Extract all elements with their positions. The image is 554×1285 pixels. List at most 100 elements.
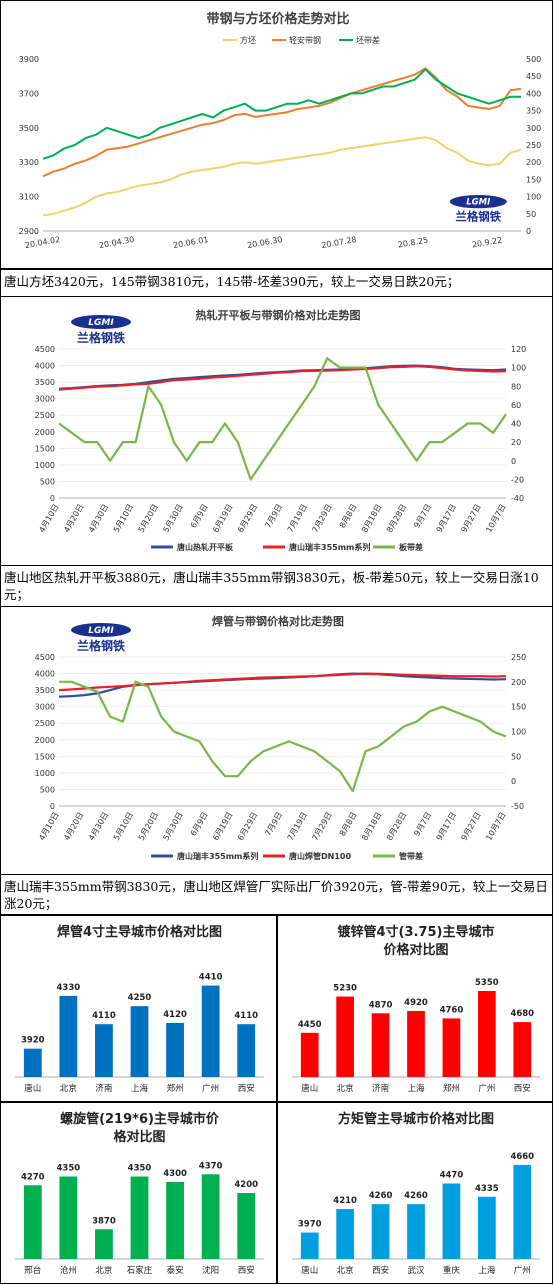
x-tick: 10月7日	[484, 503, 507, 535]
bar-category-label: 唐山	[301, 1083, 318, 1094]
bar-value-label: 5350	[475, 978, 499, 988]
y-right-tick: 100	[526, 193, 541, 202]
chart-svg-3: 焊管与带钢价格对比走势图0500100015002000250030003500…	[35, 614, 527, 861]
x-tick: 9月7日	[412, 811, 433, 838]
bar-category-label: 广州	[514, 1265, 531, 1276]
bar-title-line-1: 螺旋管(219*6)主导城市价	[60, 1111, 220, 1127]
bar-value-label: 4250	[128, 993, 152, 1003]
bar-category-label: 唐山	[301, 1265, 318, 1276]
y-left-tick: 4500	[35, 653, 55, 662]
bar-category-label: 唐山	[24, 1083, 41, 1094]
y-left-tick: 1000	[35, 461, 55, 470]
bar-value-label: 4660	[510, 1152, 534, 1162]
bar-category-label: 上海	[131, 1083, 149, 1094]
bar-value-label: 4410	[199, 973, 223, 983]
x-tick: 4月30日	[87, 503, 110, 535]
x-tick: 6月9日	[189, 811, 210, 838]
bar-value-label: 4370	[199, 1161, 223, 1171]
x-tick: 8月28日	[385, 811, 408, 843]
legend-label-3: 板带差	[399, 542, 423, 552]
bar-category-label: 西安	[514, 1083, 531, 1094]
y-left-tick: 4000	[35, 362, 55, 371]
x-tick: 7月19日	[286, 811, 309, 843]
bar	[59, 995, 78, 1077]
bar-category-label: 重庆	[443, 1265, 461, 1276]
bar-value-label: 4350	[128, 1164, 152, 1174]
x-tick: 4月30日	[87, 811, 110, 843]
bar-value-label: 4335	[475, 1184, 499, 1194]
bar-title-line-2: 价格对比图	[383, 942, 448, 958]
y-left-tick: 3900	[19, 55, 39, 64]
legend-label-2: 唐山焊管DN100	[289, 851, 351, 861]
x-tick: 4月10日	[37, 811, 60, 843]
x-tick: 6月19日	[211, 503, 234, 535]
y-right-tick: 400	[526, 89, 541, 98]
bar	[59, 1176, 78, 1259]
x-tick: 20.04.30	[98, 235, 135, 250]
bar-value-label: 3870	[92, 1216, 116, 1226]
bar-value-label: 4110	[92, 1011, 116, 1021]
y-left-tick: 2500	[35, 411, 55, 420]
x-tick: 7月19日	[286, 503, 309, 535]
series-line-3	[59, 680, 507, 793]
bar	[237, 1193, 256, 1259]
bar-panel-1: 焊管4寸主导城市价格对比图 3920 唐山 4330 北京 4110 济南 4250 上海 412…	[0, 915, 277, 1102]
y-left-tick: 3000	[35, 395, 55, 404]
x-tick: 9月27日	[459, 811, 482, 843]
bar-category-label: 北京	[337, 1083, 354, 1094]
x-tick: 7月9日	[263, 503, 284, 530]
bar-value-label: 4270	[21, 1172, 45, 1182]
bar	[407, 1204, 425, 1259]
logo-text: 兰格钢铁	[77, 330, 125, 345]
y-right-tick: 500	[526, 55, 541, 64]
x-tick: 9月7日	[412, 503, 433, 530]
bar-category-label: 西安	[372, 1265, 389, 1276]
y-right-tick: 300	[526, 124, 541, 133]
bar-value-label: 4680	[510, 1009, 534, 1019]
x-tick: 6月9日	[189, 503, 210, 530]
x-tick: 20.07.28	[321, 235, 358, 250]
caption-text-1: 唐山方坯3420元，145带钢3810元，145带-坯差390元，较上一交易日跌…	[4, 274, 460, 289]
bar	[478, 990, 496, 1077]
y-right-tick: 350	[526, 107, 541, 116]
bar-value-label: 4120	[163, 1010, 187, 1020]
logo-badge	[449, 195, 507, 209]
bar-title-line-1: 镀锌管4寸(3.75)主导城市	[337, 924, 494, 940]
bar	[166, 1022, 184, 1077]
bar	[130, 1176, 149, 1259]
bar	[513, 1022, 532, 1077]
chart-svg-1: 带钢与方坯价格走势对比 2900 3100 3300 3500 3700 3900 0 50 10…	[19, 11, 542, 250]
bar-value-label: 4300	[163, 1169, 187, 1179]
chart-title: 焊管与带钢价格对比走势图	[212, 614, 344, 628]
bar	[371, 1204, 390, 1259]
bar	[23, 1185, 42, 1259]
series-line-3	[42, 68, 521, 160]
bar-category-label: 西安	[238, 1083, 255, 1094]
bar-category-label: 济南	[95, 1083, 112, 1094]
chart-panel-2: 热轧开平板与带钢价格对比走势图 0 500 1000 1500 2000 2500 3000 3…	[0, 296, 553, 566]
x-tick: 5月30日	[161, 811, 184, 843]
x-tick: 20.06.30	[247, 235, 284, 250]
bar-category-label: 北京	[337, 1265, 354, 1276]
y-left-tick: 0	[50, 494, 55, 503]
y-right-tick: 60	[511, 401, 521, 410]
bar-value-label: 5230	[333, 984, 357, 994]
y-right-tick: 120	[511, 345, 526, 354]
bar-panel-2: 镀锌管4寸(3.75)主导城市 价格对比图 4450 唐山 5230 北京 4870 济南 49…	[277, 915, 553, 1102]
logo-badge-text: LGMI	[466, 198, 490, 208]
bar-category-label: 济南	[372, 1083, 389, 1094]
bar	[237, 1024, 256, 1077]
x-tick: 5月10日	[112, 503, 135, 535]
bar-value-label: 4260	[404, 1191, 428, 1201]
bar-category-label: 邢台	[24, 1265, 41, 1276]
logo: LGMI 兰格钢铁	[71, 623, 131, 653]
bar	[23, 1048, 42, 1077]
x-tick: 6月29日	[236, 503, 259, 535]
caption-text-3: 唐山瑞丰355mm带钢3830元，唐山地区焊管厂实际出厂价3920元，管-带差9…	[4, 879, 548, 911]
bar-value-label: 4330	[57, 983, 81, 993]
y-left-tick: 500	[40, 785, 55, 794]
bar-value-label: 4870	[369, 1000, 393, 1010]
bar-value-label: 4200	[234, 1180, 258, 1190]
caption-text-2: 唐山地区热轧开平板3880元，唐山瑞丰355mm带钢3830元，板-带差50元，…	[4, 570, 539, 602]
caption-3: 唐山瑞丰355mm带钢3830元，唐山地区焊管厂实际出厂价3920元，管-带差9…	[0, 875, 553, 915]
